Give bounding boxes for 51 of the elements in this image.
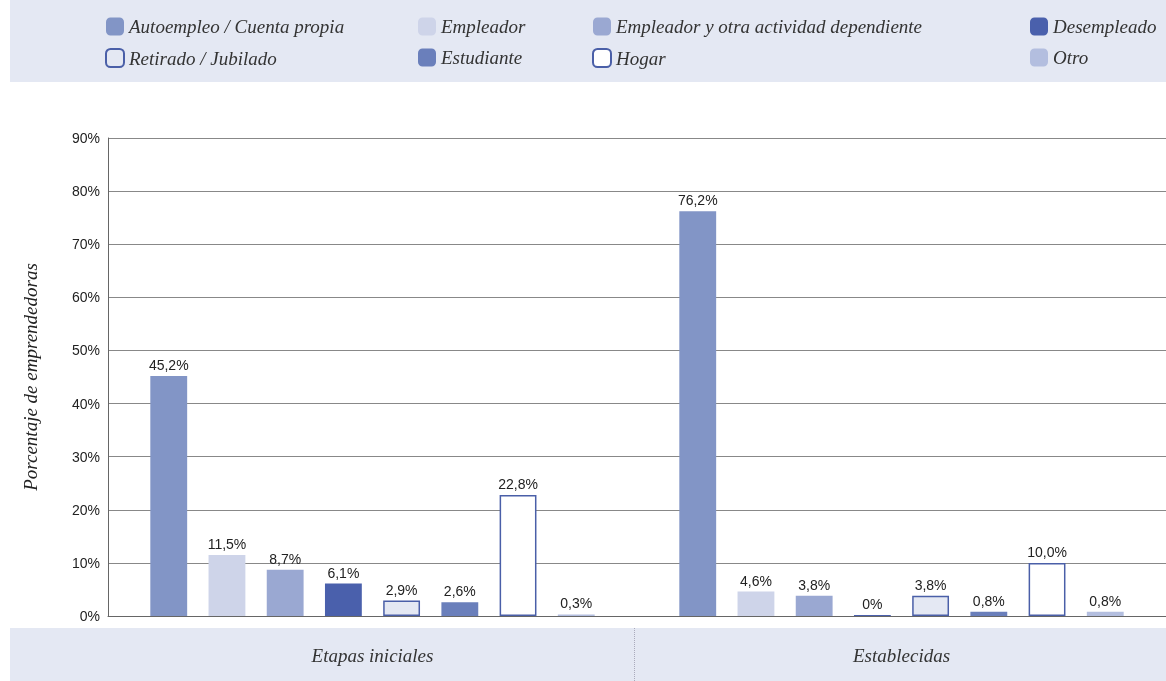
data-label: 3,8% xyxy=(914,576,947,593)
data-label: 10,0% xyxy=(1027,543,1067,560)
x-tick-label: Establecidas xyxy=(851,645,951,666)
legend-label: Desempleado xyxy=(1052,16,1157,37)
bar xyxy=(324,583,362,616)
data-label: 3,8% xyxy=(798,576,831,593)
y-tick-label: 20% xyxy=(71,501,100,518)
y-tick-label: 0% xyxy=(79,608,100,624)
y-tick-label: 60% xyxy=(71,289,100,306)
y-tick-label: 50% xyxy=(71,342,100,359)
legend-label: Autoempleo / Cuenta propia xyxy=(127,16,345,37)
bar xyxy=(441,602,479,616)
data-label: 6,1% xyxy=(327,564,360,581)
data-label: 8,7% xyxy=(269,550,302,567)
legend-label: Estudiante xyxy=(440,47,523,68)
y-tick-label: 40% xyxy=(71,395,100,412)
bar xyxy=(737,591,775,616)
data-label: 22,8% xyxy=(498,475,538,492)
data-label: 11,5% xyxy=(207,535,247,552)
y-tick-label: 10% xyxy=(71,554,100,571)
data-label: 45,2% xyxy=(148,356,189,373)
bar xyxy=(679,211,717,616)
bar xyxy=(1086,611,1124,616)
bar xyxy=(208,554,246,616)
legend-label: Retirado / Jubilado xyxy=(128,47,277,69)
bar xyxy=(266,569,304,616)
y-axis-title: Porcentaje de emprendedoras xyxy=(20,263,41,492)
legend-label: Empleador y otra actividad dependiente xyxy=(615,16,923,37)
bar xyxy=(970,611,1008,616)
x-tick-label: Etapas iniciales xyxy=(310,645,434,666)
data-label: 0% xyxy=(862,596,883,612)
y-tick-label: 70% xyxy=(71,236,100,253)
data-label: 76,2% xyxy=(677,192,718,209)
legend-label: Hogar xyxy=(615,47,667,69)
bar xyxy=(150,375,188,616)
data-label: 0,8% xyxy=(972,592,1005,609)
data-label: 0,8% xyxy=(1089,592,1122,609)
data-label: 0,3% xyxy=(560,595,593,612)
data-label: 2,6% xyxy=(443,583,476,600)
y-tick-label: 90% xyxy=(71,130,100,146)
y-tick-label: 80% xyxy=(71,183,100,200)
bar xyxy=(795,595,833,616)
data-label: 4,6% xyxy=(740,572,772,589)
data-label: 2,9% xyxy=(385,581,418,598)
bar xyxy=(499,494,537,616)
bar xyxy=(912,595,950,616)
bar xyxy=(383,600,421,616)
bar xyxy=(1028,562,1066,616)
legend-label: Otro xyxy=(1053,47,1089,68)
y-tick-label: 30% xyxy=(71,448,100,465)
legend-label: Empleador xyxy=(440,16,527,37)
